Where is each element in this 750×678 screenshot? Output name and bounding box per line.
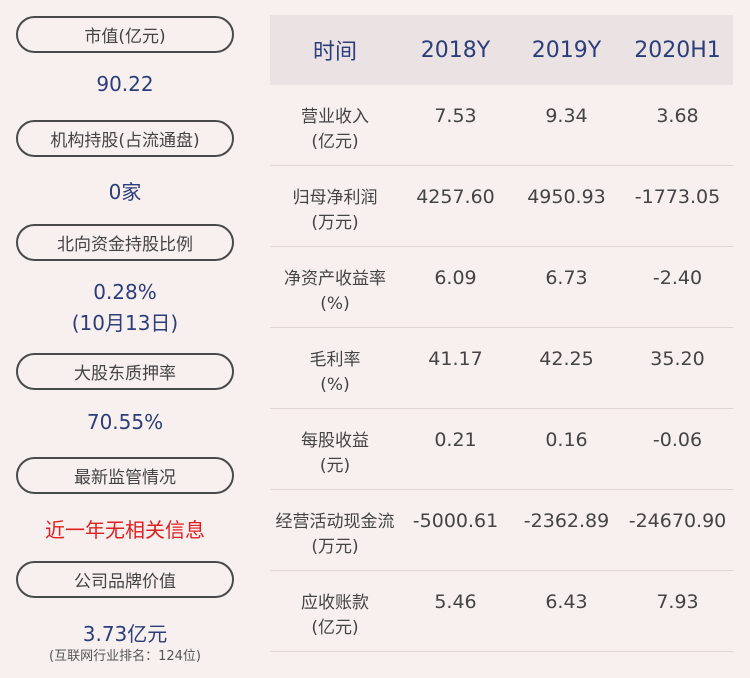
brand-value-value: 3.73亿元 [82,622,168,646]
table-header: 时间 2018Y 2019Y 2020H1 [270,15,733,85]
row-label: 归母净利润 [292,188,378,208]
cell-2018y: -5000.61 [412,510,499,532]
cell-2020h1: -24670.90 [628,510,727,532]
cell-2018y: 41.17 [428,348,483,370]
table-row: 毛利率 (%) 41.17 42.25 35.20 [270,328,733,409]
header-time: 时间 [312,40,357,65]
northbound-ratio-label: 北向资金持股比例 [16,224,234,261]
cell-2018y: 7.53 [434,105,477,127]
row-unit: (元) [319,456,351,476]
financial-table: 时间 2018Y 2019Y 2020H1 营业收入 (亿元) 7.53 9.34… [270,15,733,652]
cell-2019y: 42.25 [539,348,594,370]
northbound-ratio-date: (10月13日) [71,311,179,335]
table-row: 营业收入 (亿元) 7.53 9.34 3.68 [270,85,733,166]
table-row: 每股收益 (元) 0.21 0.16 -0.06 [270,409,733,490]
header-2019y: 2019Y [531,37,602,63]
institutional-holding-value: 0家 [108,180,142,204]
cell-2020h1: 3.68 [656,105,699,127]
cell-2019y: 4950.93 [527,186,606,208]
table-row: 经营活动现金流 (万元) -5000.61 -2362.89 -24670.90 [270,490,733,571]
cell-2019y: 6.43 [545,591,588,613]
market-cap-value: 90.22 [96,72,154,96]
cell-2018y: 4257.60 [416,186,495,208]
row-unit: (万元) [311,213,359,233]
table-row: 归母净利润 (万元) 4257.60 4950.93 -1773.05 [270,166,733,247]
row-label: 营业收入 [301,107,369,127]
cell-2020h1: -2.40 [652,267,703,289]
cell-2019y: -2362.89 [523,510,610,532]
northbound-ratio-value: 0.28% [93,280,157,304]
cell-2018y: 6.09 [434,267,477,289]
row-unit: (%) [320,294,350,314]
cell-2019y: 0.16 [545,429,588,451]
cell-2020h1: -0.06 [652,429,703,451]
header-2020h1: 2020H1 [634,37,721,63]
cell-2020h1: -1773.05 [634,186,721,208]
table-row: 应收账款 (亿元) 5.46 6.43 7.93 [270,571,733,652]
row-unit: (亿元) [311,132,359,152]
cell-2019y: 9.34 [545,105,588,127]
regulatory-status-value: 近一年无相关信息 [45,518,205,542]
regulatory-status-label: 最新监管情况 [16,457,234,494]
stock-summary-panel: 市值(亿元) 90.22 机构持股(占流通盘) 0家 北向资金持股比例 0.28… [0,0,250,678]
cell-2018y: 5.46 [434,591,477,613]
cell-2020h1: 7.93 [656,591,699,613]
pledge-ratio-value: 70.55% [86,410,164,434]
cell-2020h1: 35.20 [650,348,705,370]
row-label: 净资产收益率 [284,269,386,289]
row-unit: (%) [320,375,350,395]
row-label: 应收账款 [301,593,369,613]
brand-value-label: 公司品牌价值 [16,561,234,598]
row-unit: (亿元) [311,618,359,638]
brand-rank-note: (互联网行业排名：124位) [49,649,201,664]
row-label: 毛利率 [309,350,361,370]
header-2018y: 2018Y [420,37,491,63]
pledge-ratio-label: 大股东质押率 [16,353,234,390]
cell-2018y: 0.21 [434,429,477,451]
row-label: 每股收益 [301,431,369,451]
row-label: 经营活动现金流 [275,512,395,532]
cell-2019y: 6.73 [545,267,588,289]
market-cap-label: 市值(亿元) [16,16,234,53]
table-row: 净资产收益率 (%) 6.09 6.73 -2.40 [270,247,733,328]
row-unit: (万元) [311,537,359,557]
institutional-holding-label: 机构持股(占流通盘) [16,120,234,157]
